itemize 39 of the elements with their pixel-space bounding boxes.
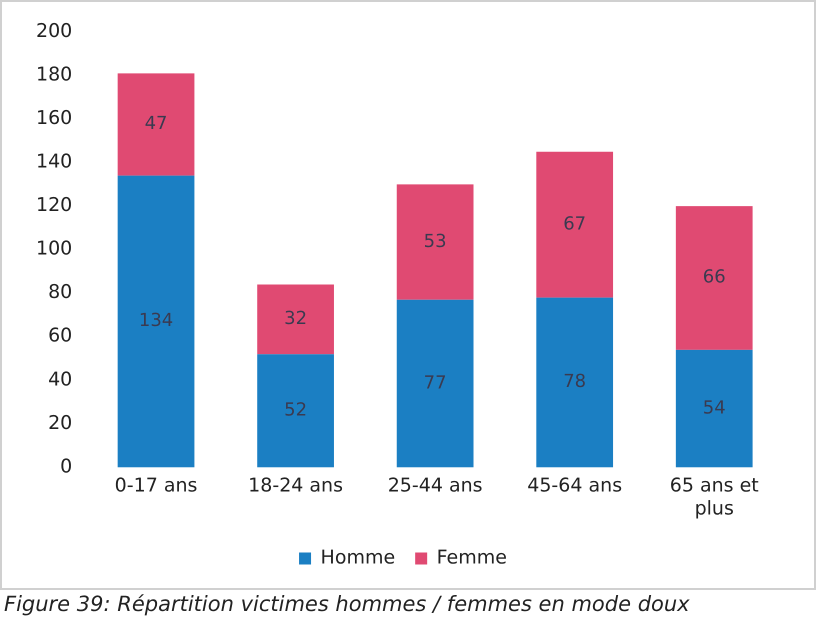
data-label: 66: [702, 266, 726, 288]
data-label: 134: [138, 310, 174, 332]
y-tick-label: 120: [36, 194, 72, 216]
data-label: 54: [702, 397, 726, 418]
x-tick-label: 25-44 ans: [388, 474, 483, 497]
bar: [676, 350, 753, 468]
y-tick-label: 0: [60, 455, 72, 478]
data-label: 77: [424, 372, 447, 394]
x-tick-label: 0-17 ans: [114, 474, 198, 497]
data-label: 32: [284, 308, 308, 330]
x-tick-label: 45-64 ans: [527, 474, 622, 497]
legend-label: Femme: [436, 546, 507, 568]
bar: [257, 284, 334, 354]
y-tick-label: 80: [48, 281, 72, 304]
data-label: 47: [144, 113, 168, 134]
bar: [396, 300, 474, 468]
legend-label: Homme: [320, 546, 396, 568]
y-tick-label: 100: [36, 238, 72, 260]
y-tick-label: 60: [48, 324, 72, 347]
bar: [257, 354, 334, 468]
bar: [676, 206, 753, 350]
y-tick-label: 200: [36, 20, 72, 42]
y-tick-label: 180: [36, 63, 72, 86]
y-tick-label: 40: [48, 368, 72, 390]
bar: [396, 184, 474, 300]
bar: [536, 152, 614, 298]
data-label: 67: [563, 213, 586, 234]
x-tick-label: 65 ans et plus: [670, 474, 759, 520]
y-tick-label: 140: [36, 150, 72, 173]
bar: [118, 73, 194, 176]
bar: [536, 298, 614, 468]
data-label: 78: [563, 371, 586, 392]
data-label: 52: [284, 399, 308, 420]
caption: Figure 39: Répartition victimes hommes / femmes en mode doux: [4, 592, 690, 616]
x-tick-label: 18-24 ans: [248, 474, 344, 497]
y-tick-label: 20: [48, 412, 72, 434]
data-label: 53: [424, 230, 447, 252]
y-tick-label: 160: [36, 107, 72, 130]
bar: [118, 176, 194, 468]
